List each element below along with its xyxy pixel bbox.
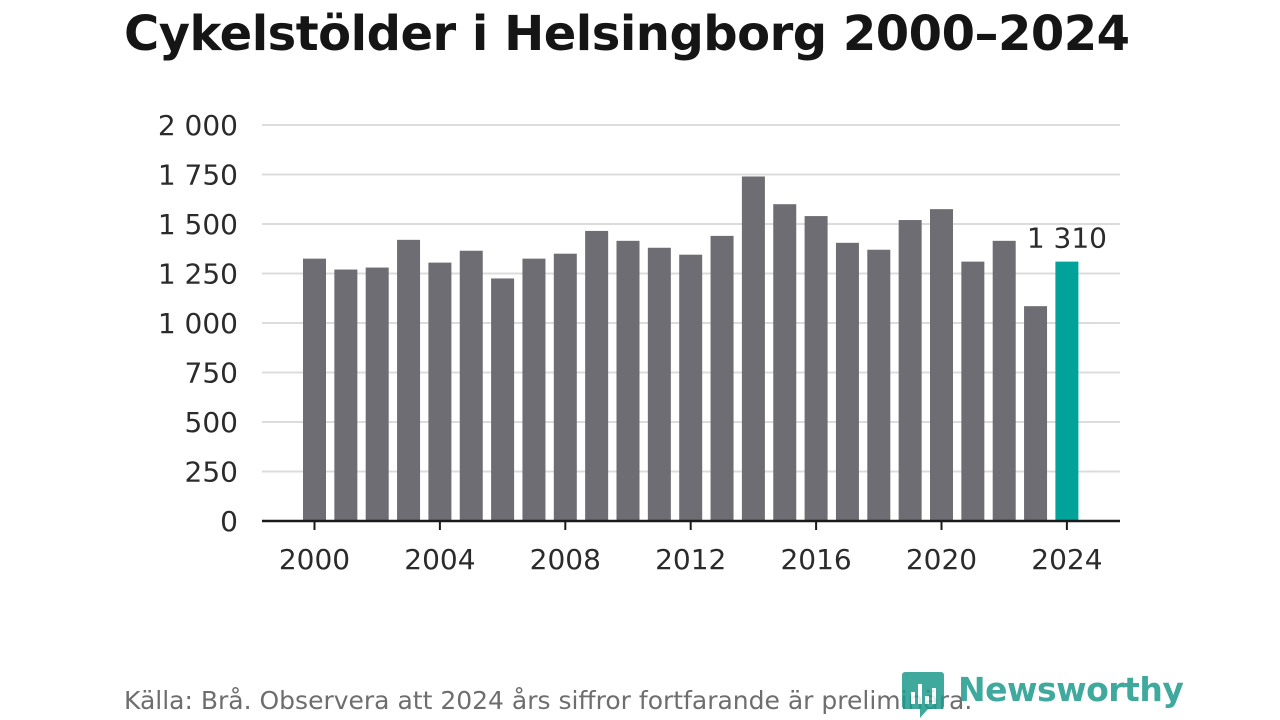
source-note: Källa: Brå. Observera att 2024 års siffr… [124, 686, 973, 715]
y-tick-label: 2 000 [158, 109, 238, 142]
bar-2003 [397, 239, 421, 521]
axes [262, 519, 1120, 530]
bar-2008 [553, 253, 577, 521]
y-tick-label: 1 750 [158, 159, 238, 192]
bar-2000 [303, 258, 326, 521]
bar-2019 [898, 220, 922, 522]
bar-2018 [867, 249, 891, 522]
newsworthy-logo[interactable]: Newsworthy [902, 670, 1184, 720]
y-tick-label: 1 000 [158, 307, 238, 340]
data-label-2024: 1 310 [1027, 222, 1107, 255]
y-tick-label: 0 [220, 505, 238, 538]
bar-2004 [428, 262, 452, 521]
bar-2022 [992, 240, 1016, 521]
bar-2011 [647, 247, 671, 521]
bar-2013 [710, 235, 734, 521]
bar-2010 [616, 240, 640, 521]
brand-name: Newsworthy [958, 670, 1184, 709]
bar-2015 [773, 204, 797, 521]
x-tick-label: 2012 [655, 543, 726, 576]
x-tick-label: 2020 [906, 543, 977, 576]
bar-2021 [961, 261, 985, 521]
y-tick-label: 500 [185, 406, 238, 439]
bar-2002 [365, 267, 389, 521]
bar-2001 [334, 269, 358, 521]
bar-2006 [491, 278, 515, 521]
y-tick-label: 1 250 [158, 258, 238, 291]
chart-title: Cykelstölder i Helsingborg 2000–2024 [124, 6, 1130, 62]
x-tick-label: 2016 [780, 543, 851, 576]
bar-2014 [741, 176, 765, 522]
x-tick-label: 2024 [1031, 543, 1102, 576]
labels: 0 250 500 750 1 000 1 250 1 500 1 750 2 000 2000 2… [158, 109, 1107, 576]
bar-2007 [522, 258, 546, 521]
bar-2024 [1055, 261, 1079, 521]
bar-2005 [459, 250, 483, 522]
y-tick-label: 750 [185, 357, 238, 390]
bar-2017 [835, 242, 859, 521]
bar-2023 [1024, 306, 1048, 521]
bar-2009 [585, 230, 609, 521]
bar-2012 [679, 254, 703, 521]
bar-2016 [804, 216, 828, 521]
bars [303, 176, 1079, 522]
x-tick-label: 2008 [530, 543, 601, 576]
x-tick-label: 2000 [279, 543, 350, 576]
x-tick-label: 2004 [404, 543, 475, 576]
bar-2020 [930, 209, 953, 521]
y-tick-label: 1 500 [158, 208, 238, 241]
bar-chart-speech-bubble-icon [902, 672, 944, 718]
y-tick-label: 250 [185, 456, 238, 489]
